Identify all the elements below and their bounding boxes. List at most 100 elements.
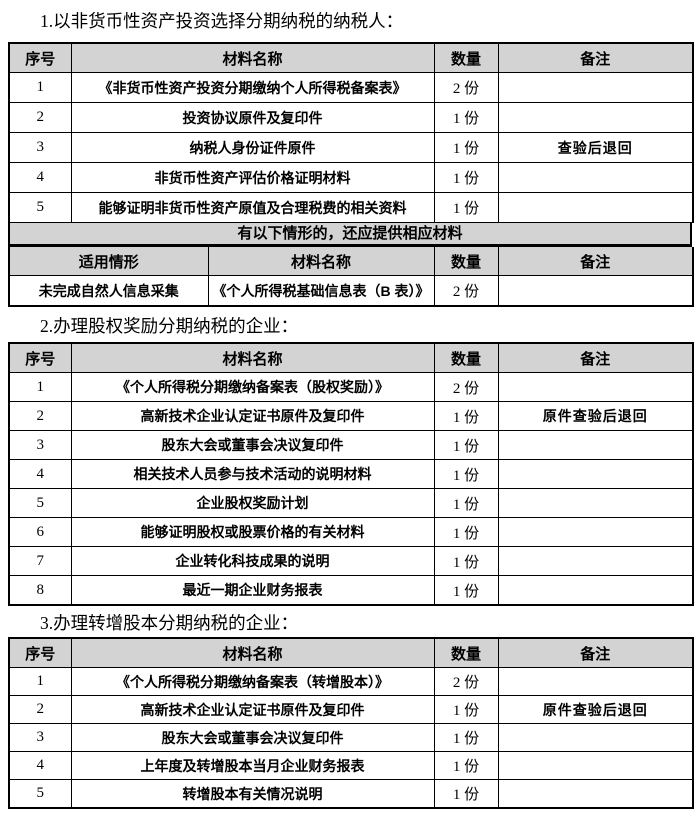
section-1-title: 1.以非货币性资产投资选择分期纳税的纳税人： (40, 11, 404, 31)
cell-name: 投资协议原件及复印件 (70, 102, 435, 133)
cell-qty: 2 份 (433, 72, 499, 103)
cell-remark (497, 430, 694, 460)
cell-qty: 1 份 (433, 779, 499, 809)
table-row: 4 非货币性资产评估价格证明材料 1 份 (8, 162, 694, 193)
cell-name: 上年度及转增股本当月企业财务报表 (70, 751, 435, 780)
cell-qty: 1 份 (433, 517, 499, 547)
cell-serial: 7 (8, 546, 72, 576)
cell-remark (497, 459, 694, 489)
column-header-qty: 数量 (433, 342, 499, 373)
column-header-remark: 备注 (497, 637, 694, 668)
cell-remark (497, 192, 694, 223)
table-row: 2 高新技术企业认定证书原件及复印件 1 份原件查验后退回 (8, 695, 694, 724)
table-row: 5 能够证明非货币性资产原值及合理税费的相关资料 1 份 (8, 192, 694, 223)
cell-name: 能够证明股权或股票价格的有关材料 (70, 517, 435, 547)
cell-serial: 4 (8, 751, 72, 780)
cell-serial: 1 (8, 72, 72, 103)
cell-name: 非货币性资产评估价格证明材料 (70, 162, 435, 193)
table-header-row: 序号 材料名称 数量 备注 (8, 342, 694, 373)
cell-name: 相关技术人员参与技术活动的说明材料 (70, 459, 435, 489)
cell-qty: 1 份 (433, 401, 499, 431)
cell-serial: 2 (8, 401, 72, 431)
cell-remark (497, 162, 694, 193)
cell-qty: 2 份 (433, 667, 499, 696)
cell-name: 《非货币性资产投资分期缴纳个人所得税备案表》 (70, 72, 435, 103)
table-header-row: 适用情形 材料名称 数量 备注 (8, 247, 694, 276)
column-header-remark: 备注 (497, 42, 694, 73)
cell-name: 企业转化科技成果的说明 (70, 546, 435, 576)
cell-remark (497, 102, 694, 133)
cell-remark (497, 723, 694, 752)
cell-serial: 2 (8, 695, 72, 724)
cell-serial: 1 (8, 372, 72, 402)
table-row: 4 相关技术人员参与技术活动的说明材料 1 份 (8, 459, 694, 489)
table-row: 2 高新技术企业认定证书原件及复印件 1 份原件查验后退回 (8, 401, 694, 431)
table-row: 7 企业转化科技成果的说明 1 份 (8, 546, 694, 576)
cell-serial: 4 (8, 459, 72, 489)
cell-serial: 6 (8, 517, 72, 547)
table-row: 2 投资协议原件及复印件 1 份 (8, 102, 694, 133)
section-2-title: 2.办理股权奖励分期纳税的企业： (40, 316, 299, 336)
column-header-name: 材料名称 (70, 342, 435, 373)
column-header-case: 适用情形 (8, 247, 209, 276)
cell-remark (497, 517, 694, 547)
cell-name: 高新技术企业认定证书原件及复印件 (70, 401, 435, 431)
column-header-serial: 序号 (8, 342, 72, 373)
cell-qty: 1 份 (433, 575, 499, 606)
cell-qty: 1 份 (433, 192, 499, 223)
column-header-name: 材料名称 (70, 637, 435, 668)
table-row: 3 股东大会或董事会决议复印件 1 份 (8, 723, 694, 752)
cell-remark (497, 372, 694, 402)
table-row: 1 《非货币性资产投资分期缴纳个人所得税备案表》 2 份 (8, 72, 694, 103)
cell-serial: 5 (8, 192, 72, 223)
column-header-qty: 数量 (433, 247, 499, 276)
column-header-name: 材料名称 (207, 247, 435, 276)
cell-name: 《个人所得税分期缴纳备案表（转增股本）》 (70, 667, 435, 696)
table-row: 5 企业股权奖励计划 1 份 (8, 488, 694, 518)
cell-serial: 5 (8, 779, 72, 809)
additional-materials-note: 有以下情形的，还应提供相应材料 (8, 223, 692, 247)
cell-name: 能够证明非货币性资产原值及合理税费的相关资料 (70, 192, 435, 223)
cell-remark (497, 275, 694, 307)
cell-case: 未完成自然人信息采集 (8, 275, 209, 307)
cell-qty: 1 份 (433, 102, 499, 133)
table-row: 1 《个人所得税分期缴纳备案表（股权奖励）》 2 份 (8, 372, 694, 402)
cell-name: 高新技术企业认定证书原件及复印件 (70, 695, 435, 724)
cell-name: 《个人所得税基础信息表（B 表）》 (207, 275, 435, 307)
cell-name: 纳税人身份证件原件 (70, 132, 435, 163)
cell-remark (497, 575, 694, 606)
cell-serial: 3 (8, 430, 72, 460)
cell-name: 最近一期企业财务报表 (70, 575, 435, 606)
cell-name: 股东大会或董事会决议复印件 (70, 723, 435, 752)
cell-qty: 1 份 (433, 751, 499, 780)
table-row: 4 上年度及转增股本当月企业财务报表 1 份 (8, 751, 694, 780)
column-header-qty: 数量 (433, 637, 499, 668)
cell-remark (497, 546, 694, 576)
section-3-title: 3.办理转增股本分期纳税的企业： (40, 613, 299, 633)
cell-serial: 3 (8, 132, 72, 163)
document-page: 1.以非货币性资产投资选择分期纳税的纳税人： 序号 材料名称 数量 备注 1 《非货币性… (0, 10, 700, 809)
section-1-table: 序号 材料名称 数量 备注 1 《非货币性资产投资分期缴纳个人所得税备案表》 2 份 2 投资… (8, 42, 694, 223)
table-row: 1 《个人所得税分期缴纳备案表（转增股本）》 2 份 (8, 667, 694, 696)
cell-remark: 原件查验后退回 (497, 695, 694, 724)
column-header-serial: 序号 (8, 42, 72, 73)
cell-name: 转增股本有关情况说明 (70, 779, 435, 809)
column-header-remark: 备注 (497, 342, 694, 373)
table-row: 8 最近一期企业财务报表 1 份 (8, 575, 694, 606)
cell-remark (497, 488, 694, 518)
cell-name: 股东大会或董事会决议复印件 (70, 430, 435, 460)
cell-name: 企业股权奖励计划 (70, 488, 435, 518)
section-2-table: 序号 材料名称 数量 备注 1 《个人所得税分期缴纳备案表（股权奖励）》 2 份 2 高新技术… (8, 342, 694, 606)
cell-qty: 1 份 (433, 546, 499, 576)
table-header-row: 序号 材料名称 数量 备注 (8, 42, 694, 73)
table-row: 3 纳税人身份证件原件 1 份查验后退回 (8, 132, 694, 163)
cell-serial: 2 (8, 102, 72, 133)
section-3-table: 序号 材料名称 数量 备注 1 《个人所得税分期缴纳备案表（转增股本）》 2 份 2 高新技术… (8, 637, 694, 809)
table-row: 未完成自然人信息采集 《个人所得税基础信息表（B 表）》 2 份 (8, 275, 694, 307)
cell-qty: 1 份 (433, 695, 499, 724)
cell-serial: 1 (8, 667, 72, 696)
cell-remark (497, 779, 694, 809)
cell-qty: 2 份 (433, 372, 499, 402)
cell-qty: 1 份 (433, 162, 499, 193)
cell-remark (497, 667, 694, 696)
